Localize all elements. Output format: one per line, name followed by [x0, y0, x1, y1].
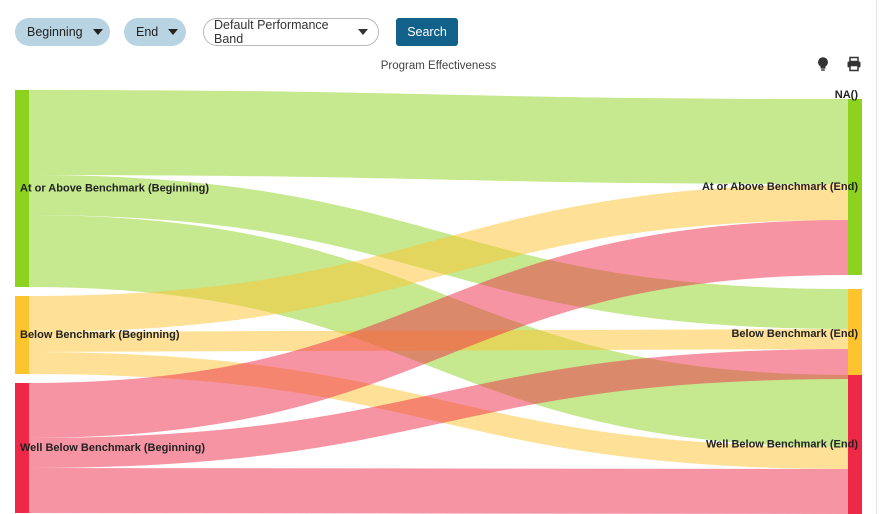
beginning-dropdown-label: Beginning [27, 25, 83, 39]
node-label: Below Benchmark (End) [731, 328, 858, 340]
node-label: At or Above Benchmark (Beginning) [20, 182, 209, 194]
sankey-node-left[interactable] [15, 383, 29, 513]
sankey-link[interactable] [28, 184, 849, 332]
beginning-dropdown[interactable]: Beginning [15, 18, 110, 46]
sankey-link[interactable] [28, 468, 849, 514]
end-dropdown-label: End [136, 25, 159, 39]
chevron-down-icon [92, 29, 103, 35]
sankey-link[interactable] [28, 220, 849, 438]
sankey-link[interactable] [28, 90, 849, 184]
sankey-node-left[interactable] [15, 90, 29, 287]
performance-band-value: Default Performance Band [214, 18, 329, 46]
chart-title: Program Effectiveness [380, 60, 497, 72]
chevron-down-icon [168, 29, 179, 35]
end-dropdown[interactable]: End [124, 18, 186, 46]
node-label: Well Below Benchmark (Beginning) [20, 442, 205, 454]
node-label: At or Above Benchmark (End) [702, 181, 858, 193]
printer-icon[interactable] [846, 56, 862, 72]
sankey-node-right[interactable] [848, 375, 862, 514]
chevron-down-icon [358, 29, 368, 35]
node-label: Well Below Benchmark (End) [706, 438, 858, 450]
sankey-node-left[interactable] [15, 296, 29, 374]
sankey-link[interactable] [28, 349, 849, 468]
sankey-node-right[interactable] [848, 99, 862, 275]
node-label: Below Benchmark (Beginning) [20, 329, 180, 341]
sankey-node-right[interactable] [848, 289, 862, 379]
node-label: NA() [835, 89, 859, 101]
lightbulb-icon[interactable] [815, 56, 831, 72]
search-button[interactable]: Search [396, 18, 458, 46]
performance-band-select[interactable]: Default Performance Band [203, 18, 379, 46]
